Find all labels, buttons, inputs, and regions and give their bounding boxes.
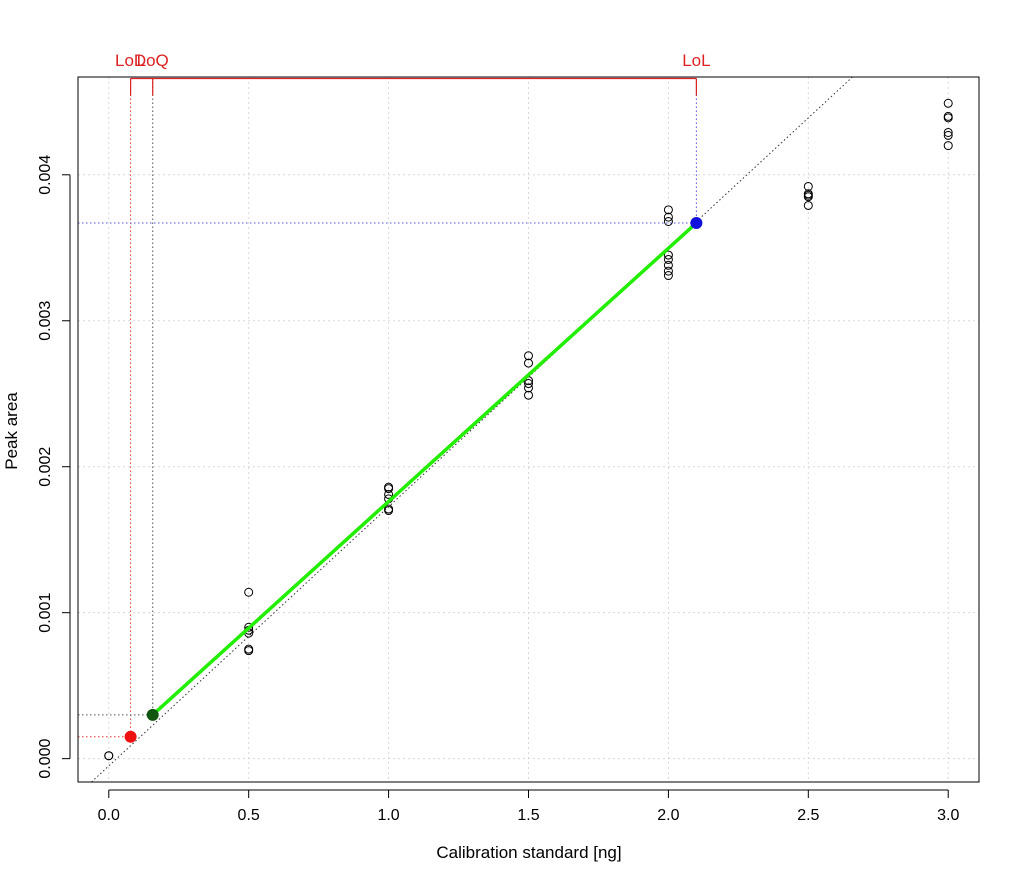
data-point-3: [244, 622, 254, 632]
data-point-25: [663, 260, 673, 270]
data-point-15: [524, 358, 533, 368]
x-tick-label-3: 1.5: [517, 807, 539, 824]
limit-label-lod: LoD: [115, 51, 146, 70]
marker-lol: [690, 216, 703, 229]
reference-line-segment: [91, 76, 853, 783]
marker-lod: [124, 730, 137, 743]
y-tick-label-1: 0.001: [37, 593, 54, 633]
y-tick-label-4: 0.004: [37, 155, 54, 195]
data-point-35: [943, 113, 953, 123]
data-point-9: [384, 484, 394, 494]
data-point-23: [663, 250, 673, 260]
data-point-21: [663, 212, 673, 222]
data-point-14: [524, 351, 533, 361]
y-axis-label: Peak area: [2, 392, 21, 470]
data-point-18: [524, 383, 533, 393]
data-point-22: [663, 217, 673, 227]
data-point-37: [943, 130, 953, 140]
fit-line-segment: [150, 221, 699, 717]
limit-label-loq: LoQ: [137, 51, 169, 70]
x-tick-label-4: 2.0: [657, 807, 679, 824]
data-point-28: [803, 181, 813, 191]
data-point-13: [384, 506, 394, 516]
reference-line: [91, 76, 853, 783]
data-point-26: [663, 266, 673, 276]
data-point-17: [524, 379, 533, 389]
fit-line: [150, 221, 699, 717]
y-tick-label-3: 0.003: [37, 301, 54, 341]
plot-frame: [77, 76, 980, 783]
marker-loq: [146, 708, 159, 721]
data-point-2: [244, 587, 254, 597]
data-point-24: [663, 254, 673, 264]
x-axis-label: Calibration standard [ng]: [436, 843, 621, 862]
data-point-20: [663, 205, 673, 215]
data-point-32: [803, 200, 813, 210]
grid: [78, 77, 979, 782]
data-point-33: [943, 98, 953, 108]
limit-markers: [124, 216, 703, 743]
x-tick-label-1: 0.5: [238, 807, 260, 824]
data-point-38: [943, 141, 953, 151]
data-point-36: [943, 127, 953, 137]
limit-label-lol: LoL: [682, 51, 710, 70]
y-tick-label-2: 0.002: [37, 447, 54, 487]
data-point-1: [104, 751, 114, 761]
data-point-31: [803, 192, 813, 202]
x-tick-label-5: 2.5: [797, 807, 819, 824]
x-tick-label-0: 0.0: [98, 807, 120, 824]
x-tick-label-6: 3.0: [937, 807, 959, 824]
data-point-10: [384, 489, 394, 499]
x-tick-label-2: 1.0: [377, 807, 399, 824]
axes: 0.0 0.5 1.0 1.5 2.0 2.5 3.0 0.000 0.001 0.002 0.00…: [37, 155, 959, 824]
data-point-19: [524, 390, 533, 400]
data-point-27: [663, 271, 673, 281]
data-point-7: [244, 646, 254, 656]
y-tick-label-0: 0.000: [37, 739, 54, 779]
